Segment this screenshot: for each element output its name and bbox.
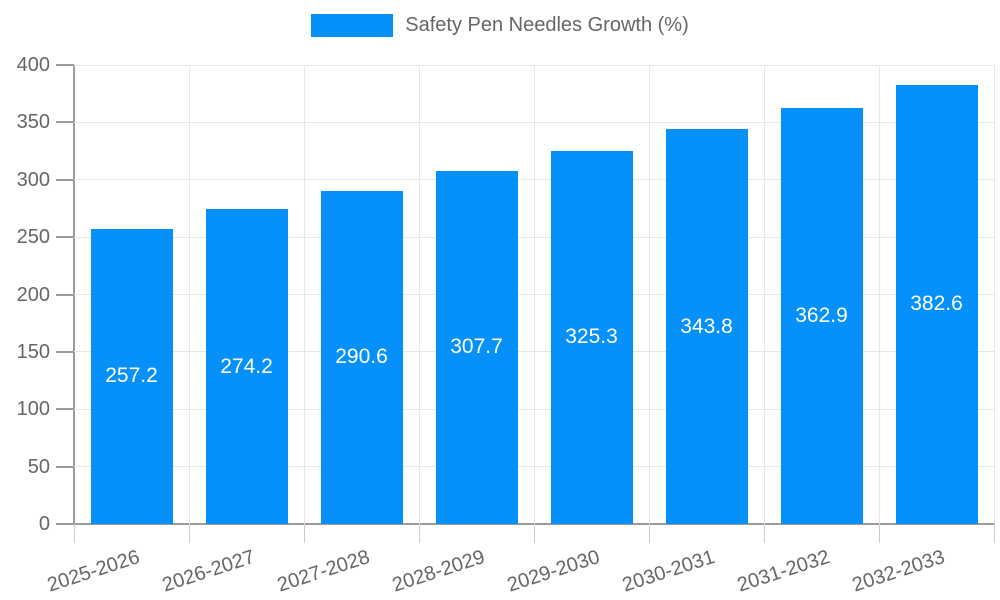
- y-axis-tick: [56, 465, 74, 468]
- y-axis-tick-label: 400: [16, 54, 50, 76]
- bar-value-label: 343.8: [680, 314, 733, 338]
- y-axis-tick: [56, 178, 74, 181]
- x-axis-tick: [533, 524, 535, 543]
- gridline-vertical: [303, 65, 305, 524]
- gridline-vertical: [648, 65, 650, 524]
- y-axis-tick: [56, 64, 74, 66]
- x-axis-label: 2031-2032: [734, 546, 833, 597]
- legend-label: Safety Pen Needles Growth (%): [405, 14, 689, 36]
- x-axis-tick: [73, 524, 75, 543]
- x-axis-tick: [188, 524, 190, 543]
- y-axis-tick: [56, 121, 74, 124]
- bar-2031-2032[interactable]: [780, 107, 863, 524]
- x-axis-tick: [418, 524, 420, 543]
- bar-value-label: 325.3: [565, 325, 618, 349]
- bar-value-label: 382.6: [910, 292, 963, 316]
- legend-swatch-icon: [311, 14, 394, 37]
- bar-value-label: 257.2: [105, 364, 158, 388]
- y-axis-tick-label: 300: [16, 168, 50, 191]
- x-axis-tick: [763, 524, 765, 543]
- gridline-vertical: [418, 65, 420, 524]
- y-axis-tick: [56, 523, 74, 525]
- gridline-vertical: [993, 65, 995, 524]
- bar-value-label: 274.2: [220, 354, 273, 378]
- x-axis-label: 2027-2028: [274, 546, 373, 597]
- bar-2027-2028[interactable]: [320, 190, 403, 524]
- bar-2028-2029[interactable]: [435, 170, 518, 524]
- plot-area: 0 50 100 150 200 250 300 350 400 257.2 2025-2026 27…: [17, 54, 995, 596]
- legend[interactable]: Safety Pen Needles Growth (%): [0, 14, 1000, 37]
- y-axis-tick-label: 200: [16, 283, 50, 306]
- x-axis-tick: [303, 524, 305, 543]
- gridline-vertical: [763, 65, 765, 524]
- y-axis-tick-label: 250: [16, 226, 50, 249]
- y-axis-tick: [56, 350, 74, 353]
- bar-value-label: 290.6: [335, 345, 388, 369]
- y-axis-tick-label: 150: [16, 340, 50, 363]
- y-axis-tick-label: 50: [27, 455, 50, 478]
- bar-2032-2033[interactable]: [895, 84, 978, 524]
- gridline-vertical: [878, 65, 880, 524]
- bar-value-label: 362.9: [795, 303, 848, 327]
- y-axis-tick-label: 100: [16, 398, 50, 421]
- gridline-vertical: [188, 65, 190, 524]
- y-axis-tick-label: 350: [16, 111, 50, 134]
- x-axis-tick: [878, 524, 880, 543]
- y-axis-tick-label: 0: [38, 513, 50, 535]
- x-axis-label: 2029-2030: [504, 546, 603, 597]
- bar-value-label: 307.7: [450, 335, 503, 359]
- x-axis-label: 2030-2031: [619, 546, 718, 597]
- bar-2025-2026[interactable]: [90, 228, 173, 524]
- x-axis-label: 2028-2029: [389, 546, 488, 597]
- y-axis-tick: [56, 408, 74, 411]
- x-axis-tick: [648, 524, 650, 543]
- x-axis-label: 2026-2027: [159, 546, 258, 597]
- bar-2029-2030[interactable]: [550, 150, 633, 524]
- bar-2026-2027[interactable]: [205, 209, 288, 524]
- y-axis-tick: [56, 293, 74, 296]
- x-axis-label: 2032-2033: [849, 546, 948, 597]
- bar-2030-2031[interactable]: [665, 129, 748, 524]
- y-axis-tick: [56, 236, 74, 239]
- x-axis-label: 2025-2026: [44, 546, 143, 597]
- x-axis-tick: [993, 524, 995, 543]
- gridline-vertical: [533, 65, 535, 524]
